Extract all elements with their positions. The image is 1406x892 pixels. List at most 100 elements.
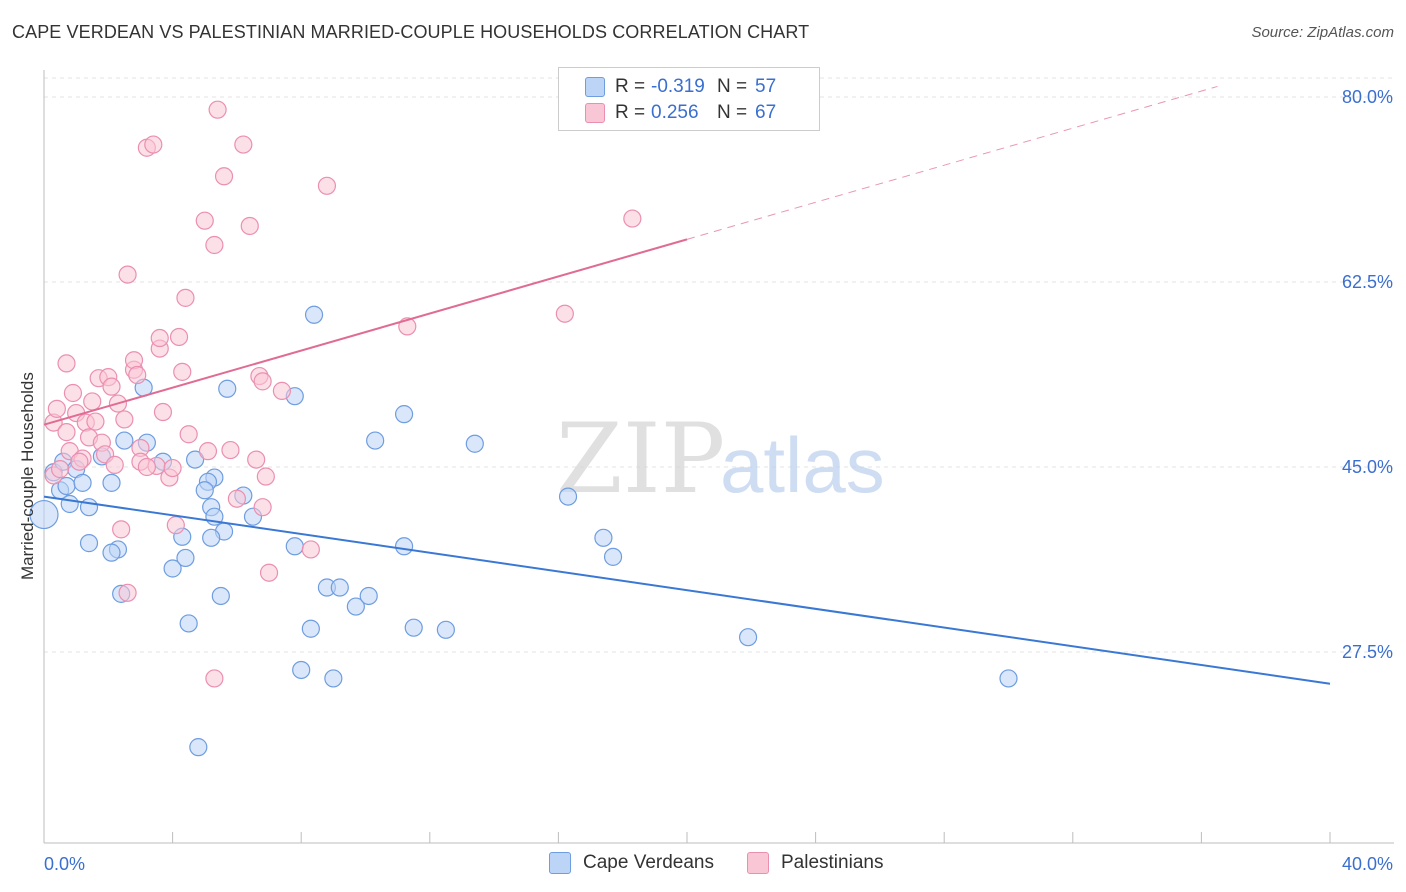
- palestinian-point[interactable]: [105, 455, 124, 474]
- cape-verdean-point[interactable]: [404, 618, 423, 637]
- cape-verdean-point[interactable]: [115, 431, 134, 450]
- palestinian-point[interactable]: [57, 423, 76, 442]
- cape-verdean-point[interactable]: [211, 586, 230, 606]
- cape-verdean-point[interactable]: [999, 669, 1018, 688]
- palestinian-point[interactable]: [163, 458, 182, 478]
- palestinian-point[interactable]: [205, 235, 224, 255]
- cape-verdean-point[interactable]: [346, 597, 365, 616]
- cape-verdean-point[interactable]: [324, 669, 343, 688]
- cape-verdean-point[interactable]: [163, 559, 182, 578]
- palestinian-point[interactable]: [317, 176, 337, 195]
- cape-verdean-point[interactable]: [73, 473, 92, 492]
- cape-verdean-point[interactable]: [60, 494, 79, 514]
- palestinian-point[interactable]: [176, 288, 195, 307]
- chart-title: CAPE VERDEAN VS PALESTINIAN MARRIED-COUP…: [12, 22, 810, 42]
- cape-verdean-point[interactable]: [558, 487, 578, 506]
- cape-verdean-point[interactable]: [186, 450, 205, 469]
- cape-verdean-point[interactable]: [79, 534, 99, 553]
- palestinian-point[interactable]: [555, 304, 574, 323]
- cape-verdean-point[interactable]: [394, 537, 414, 556]
- cape-verdean-point[interactable]: [179, 614, 198, 633]
- cape-verdean-point[interactable]: [465, 434, 484, 453]
- palestinian-point[interactable]: [173, 362, 192, 381]
- palestinian-point[interactable]: [166, 516, 185, 535]
- palestinian-point[interactable]: [128, 365, 147, 385]
- palestinian-point[interactable]: [144, 135, 163, 154]
- legend-label-palestinians: Palestinians: [781, 852, 884, 873]
- cape-verdean-point[interactable]: [359, 586, 378, 606]
- cape-verdean-point[interactable]: [79, 498, 99, 517]
- cape-verdean-point[interactable]: [394, 405, 414, 424]
- palestinian-point[interactable]: [115, 410, 134, 429]
- cape-verdean-point[interactable]: [738, 628, 758, 647]
- palestinian-point[interactable]: [118, 583, 137, 602]
- tick-labels: 80.0% 62.5% 45.0% 27.5% 0.0% 40.0%: [43, 87, 1393, 874]
- palestinian-point[interactable]: [198, 442, 218, 461]
- palestinian-point[interactable]: [253, 372, 272, 391]
- cape-verdean-point[interactable]: [366, 431, 385, 450]
- cape-verdean-point[interactable]: [436, 620, 455, 639]
- palestinian-point[interactable]: [112, 520, 131, 539]
- palestinian-point[interactable]: [259, 563, 279, 582]
- cape-verdean-point[interactable]: [102, 473, 121, 492]
- cape-verdean-point[interactable]: [292, 660, 311, 680]
- palestinian-point[interactable]: [179, 425, 198, 444]
- palestinian-point[interactable]: [50, 460, 70, 479]
- palestinian-point[interactable]: [205, 669, 224, 688]
- cape-verdean-point[interactable]: [195, 481, 214, 500]
- cape-verdean-point[interactable]: [202, 528, 221, 547]
- palestinian-point[interactable]: [83, 392, 102, 411]
- cape-verdean-point[interactable]: [304, 305, 324, 324]
- cape-verdean-point[interactable]: [301, 619, 320, 638]
- palestinian-point[interactable]: [137, 457, 156, 477]
- cape-verdean-point[interactable]: [330, 578, 349, 597]
- legend-row-cape-verdeans: R = -0.319 N = 57: [585, 75, 776, 99]
- palestinian-point[interactable]: [256, 467, 275, 486]
- palestinian-point[interactable]: [70, 452, 89, 471]
- palestinian-point[interactable]: [57, 354, 76, 373]
- palestinian-point[interactable]: [47, 399, 66, 418]
- palestinian-point[interactable]: [623, 209, 642, 228]
- y-axis-label-wrap: Married-couple Households: [16, 320, 46, 600]
- palestinian-point[interactable]: [169, 327, 189, 347]
- cape-verdean-point[interactable]: [189, 738, 208, 757]
- legend-item-cape-verdeans[interactable]: Cape Verdeans: [549, 852, 714, 874]
- palestinian-point[interactable]: [208, 100, 227, 119]
- correlation-legend: R = -0.319 N = 57 R = 0.256 N = 67: [558, 67, 820, 131]
- cape-verdean-point[interactable]: [29, 499, 59, 530]
- palestinian-point[interactable]: [240, 216, 259, 236]
- palestinian-point[interactable]: [234, 135, 253, 154]
- cape-verdean-point[interactable]: [594, 528, 613, 547]
- palestinian-point[interactable]: [301, 540, 320, 559]
- palestinian-point[interactable]: [221, 440, 240, 460]
- palestinian-point[interactable]: [63, 383, 83, 403]
- y-tick-label: 45.0%: [1342, 457, 1393, 477]
- cape-verdean-trend-line: [43, 495, 1331, 685]
- y-tick-label: 62.5%: [1342, 272, 1393, 292]
- y-axis-label: Married-couple Households: [18, 372, 37, 580]
- x-tick-label: 0.0%: [44, 854, 85, 874]
- palestinian-point[interactable]: [118, 265, 137, 284]
- palestinian-point[interactable]: [86, 412, 105, 431]
- palestinian-point[interactable]: [272, 381, 292, 400]
- palestinian-point[interactable]: [150, 328, 169, 348]
- palestinian-point[interactable]: [214, 167, 234, 186]
- palestinian-point[interactable]: [195, 211, 214, 230]
- cape-verdean-point[interactable]: [218, 379, 237, 398]
- legend-swatch-blue: [549, 852, 571, 874]
- axes: [43, 70, 1394, 844]
- y-tick-label: 80.0%: [1342, 87, 1393, 107]
- palestinian-point[interactable]: [227, 489, 246, 508]
- palestinian-point[interactable]: [253, 498, 272, 517]
- palestinian-point[interactable]: [124, 351, 144, 370]
- legend-item-palestinians[interactable]: Palestinians: [747, 852, 883, 874]
- palestinian-point[interactable]: [153, 402, 173, 422]
- palestinian-point[interactable]: [247, 450, 266, 469]
- cape-verdean-point[interactable]: [176, 548, 195, 568]
- palestinian-point[interactable]: [102, 377, 121, 396]
- r-label: R =: [615, 102, 646, 123]
- cape-verdean-point[interactable]: [603, 547, 623, 566]
- cape-verdean-point[interactable]: [102, 543, 121, 562]
- cape-verdean-point[interactable]: [285, 537, 304, 556]
